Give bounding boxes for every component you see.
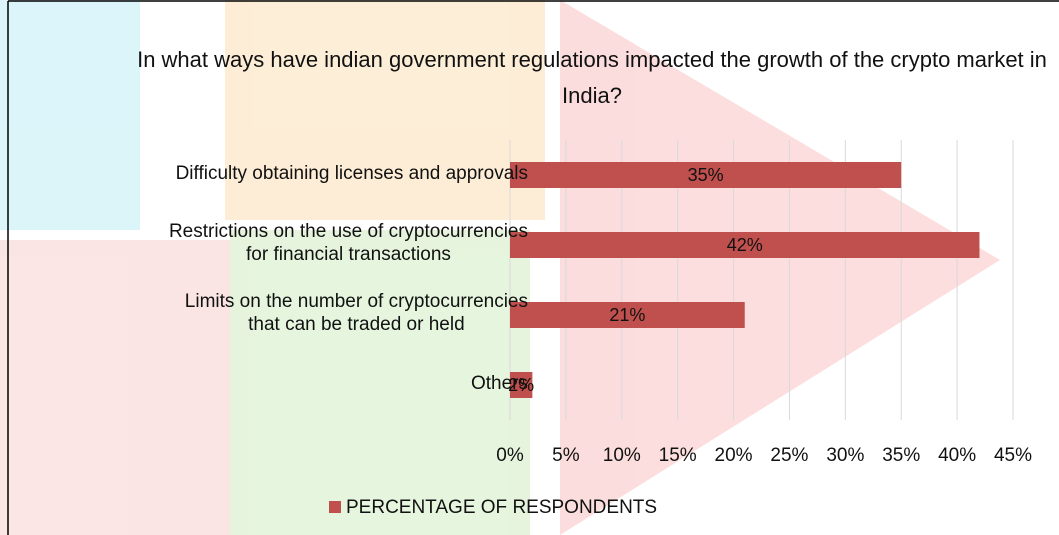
x-tick-label: 40% — [938, 445, 976, 466]
watermark-shape — [0, 0, 140, 230]
x-tick-label: 45% — [994, 445, 1032, 466]
y-tick-label: Difficulty obtaining licenses and approv… — [176, 162, 528, 185]
y-tick-label: Others — [471, 372, 528, 395]
x-tick-label: 35% — [882, 445, 920, 466]
y-tick-label: Limits on the number of cryptocurrencies… — [185, 290, 528, 336]
page: 0%5%10%15%20%25%30%35%40%45%35%42%21%2%P… — [0, 0, 1059, 535]
x-tick-label: 10% — [603, 445, 641, 466]
legend-swatch — [329, 501, 341, 513]
x-tick-label: 30% — [826, 445, 864, 466]
value-label: 35% — [688, 165, 724, 185]
y-tick-label: Restrictions on the use of cryptocurrenc… — [169, 220, 528, 266]
chart-title: In what ways have indian government regu… — [120, 42, 1059, 114]
x-tick-label: 25% — [770, 445, 808, 466]
value-label: 21% — [609, 305, 645, 325]
watermark-shape — [0, 240, 230, 535]
x-tick-label: 0% — [496, 445, 524, 466]
legend-label: PERCENTAGE OF RESPONDENTS — [346, 497, 657, 518]
x-tick-label: 5% — [552, 445, 580, 466]
value-label: 42% — [727, 235, 763, 255]
x-tick-label: 15% — [659, 445, 697, 466]
x-tick-label: 20% — [715, 445, 753, 466]
